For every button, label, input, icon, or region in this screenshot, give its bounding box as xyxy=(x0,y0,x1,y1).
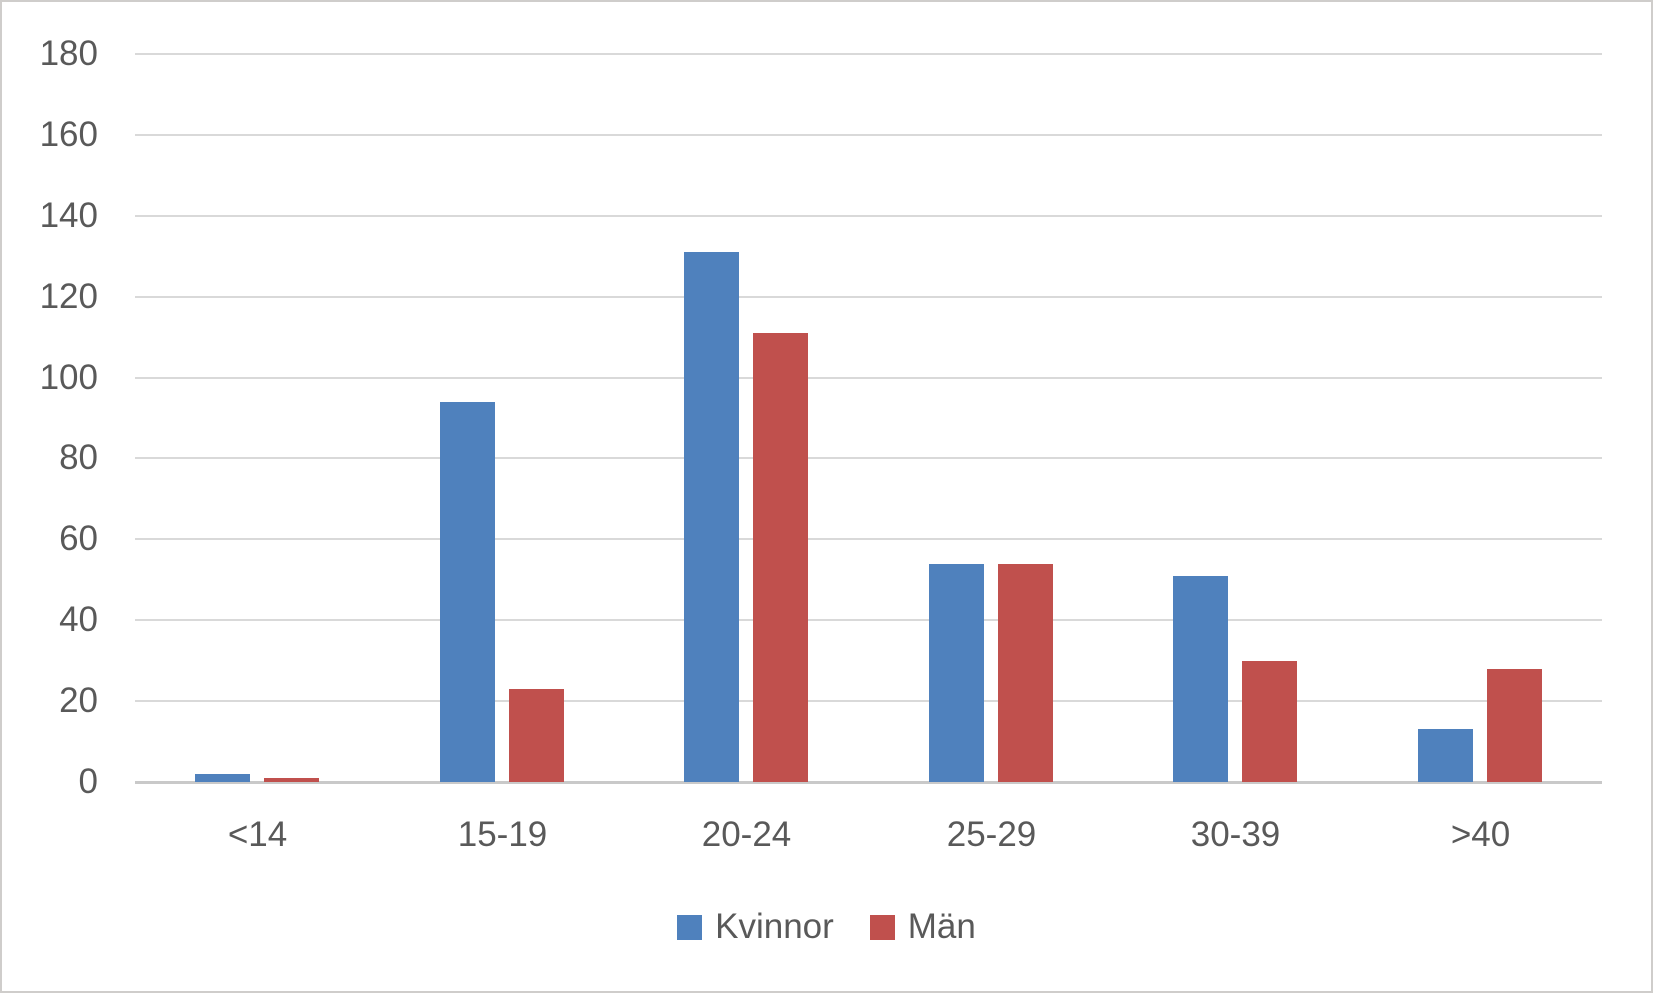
legend-label: Kvinnor xyxy=(715,907,834,946)
y-tick-label: 0 xyxy=(78,762,98,801)
legend-swatch-icon xyxy=(869,914,895,940)
x-tick-label: 30-39 xyxy=(1190,815,1281,854)
x-tick-label: 25-29 xyxy=(946,815,1037,854)
bar-kvinnor-30-39 xyxy=(1173,576,1228,782)
bar-män-30-39 xyxy=(1242,661,1297,782)
bar-män-25-29 xyxy=(998,564,1053,782)
y-tick-label: 20 xyxy=(59,681,98,720)
gridline xyxy=(135,215,1602,217)
x-tick-label: 20-24 xyxy=(701,815,792,854)
y-tick-label: 160 xyxy=(39,115,98,154)
legend: Kvinnor Män xyxy=(2,900,1651,954)
bar-kvinnor-20-24 xyxy=(684,252,739,782)
x-tick-label: <14 xyxy=(227,815,288,854)
gridline xyxy=(135,53,1602,55)
legend-swatch-icon xyxy=(677,914,703,940)
legend-item-kvinnor: Kvinnor xyxy=(677,907,834,947)
legend-item-män: Män xyxy=(869,907,976,947)
gridline xyxy=(135,457,1602,459)
x-tick-label: >40 xyxy=(1450,815,1511,854)
legend-label: Män xyxy=(907,907,976,946)
x-tick-label: 15-19 xyxy=(457,815,548,854)
gridline xyxy=(135,377,1602,379)
bar-män->40 xyxy=(1487,669,1542,782)
bar-kvinnor-15-19 xyxy=(440,402,495,782)
bar-män-<14 xyxy=(264,778,319,782)
y-tick-label: 40 xyxy=(59,600,98,639)
y-tick-label: 140 xyxy=(39,196,98,235)
y-tick-label: 80 xyxy=(59,438,98,477)
gridline xyxy=(135,134,1602,136)
gridline xyxy=(135,538,1602,540)
y-tick-label: 100 xyxy=(39,358,98,397)
gridline xyxy=(135,296,1602,298)
y-tick-label: 120 xyxy=(39,277,98,316)
y-tick-label: 60 xyxy=(59,519,98,558)
bar-män-15-19 xyxy=(509,689,564,782)
x-axis-line xyxy=(135,781,1602,784)
bar-män-20-24 xyxy=(753,333,808,782)
bar-kvinnor->40 xyxy=(1418,729,1473,782)
bar-kvinnor-25-29 xyxy=(929,564,984,782)
gridline xyxy=(135,619,1602,621)
gridline xyxy=(135,700,1602,702)
y-tick-label: 180 xyxy=(39,34,98,73)
bar-kvinnor-<14 xyxy=(195,774,250,782)
